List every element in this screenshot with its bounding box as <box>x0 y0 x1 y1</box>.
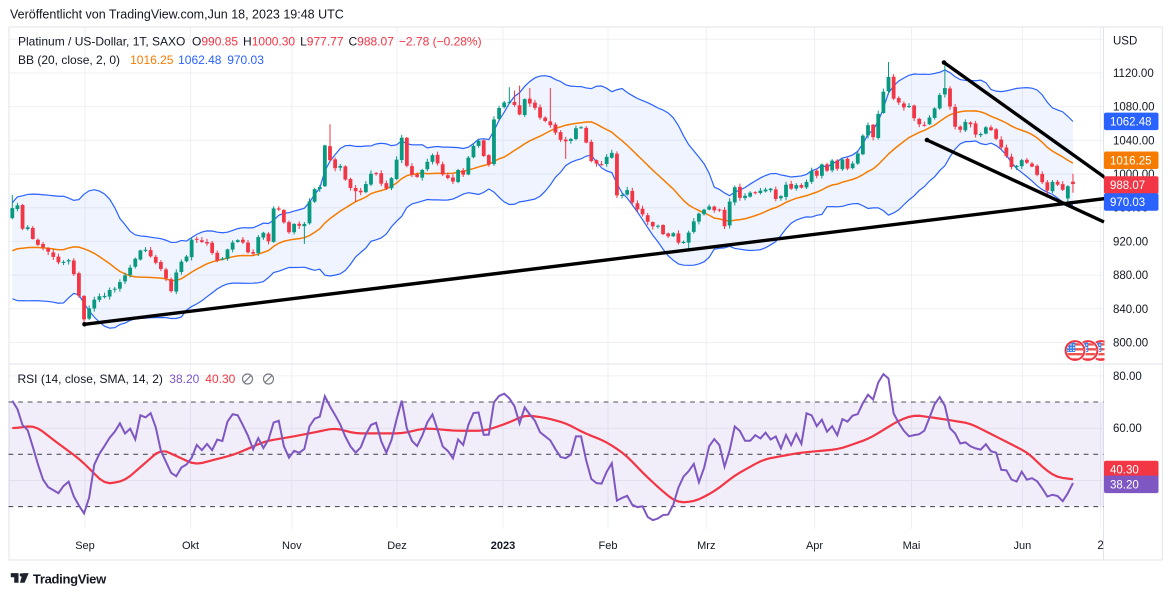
svg-text:Sep: Sep <box>75 540 95 552</box>
svg-text:40.30: 40.30 <box>1110 465 1139 477</box>
svg-text:TradingView: TradingView <box>33 571 107 586</box>
svg-text:Dez: Dez <box>387 540 407 552</box>
svg-text:80.00: 80.00 <box>1113 371 1142 383</box>
svg-text:920.00: 920.00 <box>1113 236 1148 248</box>
svg-text:Feb: Feb <box>599 540 618 552</box>
svg-text:1040.00: 1040.00 <box>1113 135 1155 147</box>
svg-text:2: 2 <box>1097 540 1103 552</box>
svg-text:2023: 2023 <box>491 540 515 552</box>
svg-text:840.00: 840.00 <box>1113 304 1148 316</box>
svg-text:970.03: 970.03 <box>1110 197 1145 209</box>
svg-text:Okt: Okt <box>182 540 199 552</box>
svg-text:800.00: 800.00 <box>1113 338 1148 350</box>
svg-text:Platinum / US-Dollar, 1T, SAXO: Platinum / US-Dollar, 1T, SAXO <box>18 35 185 49</box>
svg-text:880.00: 880.00 <box>1113 270 1148 282</box>
svg-text:60.00: 60.00 <box>1113 423 1142 435</box>
svg-text:Apr: Apr <box>806 540 823 552</box>
svg-text:988.07: 988.07 <box>1110 180 1145 192</box>
svg-text:Mai: Mai <box>903 540 921 552</box>
svg-text:Jun: Jun <box>1014 540 1032 552</box>
svg-text:Mrz: Mrz <box>697 540 715 552</box>
svg-text:Nov: Nov <box>282 540 302 552</box>
svg-text:1120.00: 1120.00 <box>1113 68 1154 80</box>
svg-text:Veröffentlicht von TradingView: Veröffentlicht von TradingView.com,Jun 1… <box>10 8 344 22</box>
svg-text:RSI (14, close, SMA, 14, 2)38.: RSI (14, close, SMA, 14, 2) 38.20 40.30 <box>18 372 236 386</box>
svg-text:1062.48: 1062.48 <box>1110 116 1152 128</box>
svg-text:38.20: 38.20 <box>1110 479 1139 491</box>
svg-text:USD: USD <box>1113 35 1137 47</box>
svg-text:1016.25: 1016.25 <box>1110 155 1152 167</box>
svg-text:1080.00: 1080.00 <box>1113 102 1155 114</box>
